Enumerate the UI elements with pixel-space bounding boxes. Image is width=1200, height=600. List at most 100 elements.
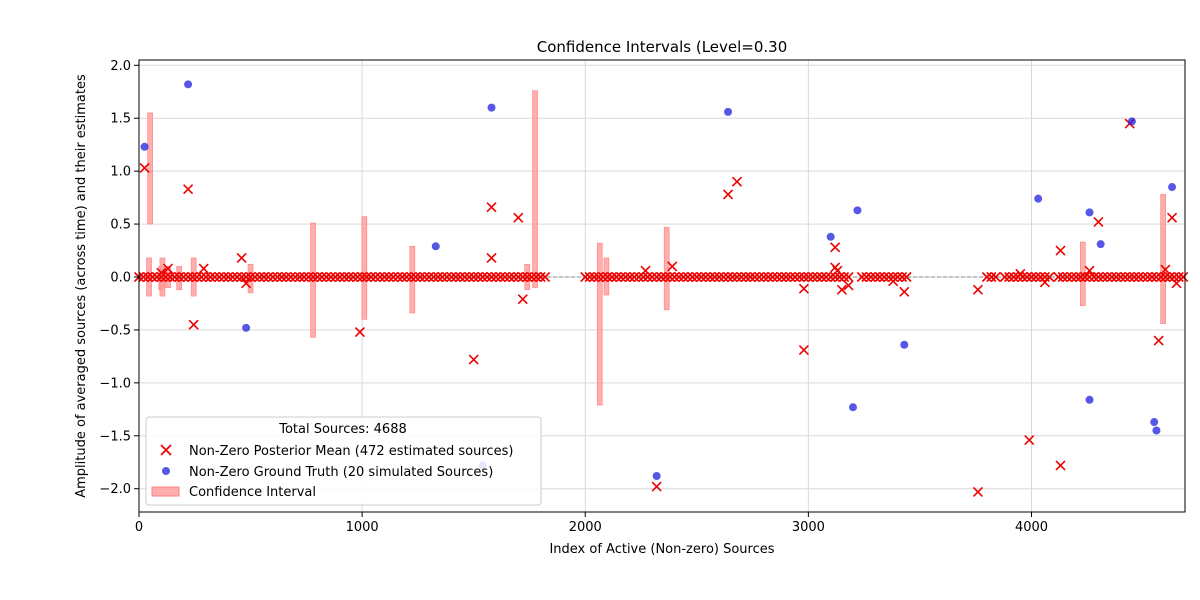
posterior-mean-point — [1062, 271, 1073, 283]
posterior-mean-point — [1151, 271, 1162, 283]
posterior-mean-point — [191, 271, 203, 283]
ground-truth-point — [1168, 183, 1177, 192]
ground-truth-point — [652, 472, 661, 481]
posterior-mean-point — [325, 271, 336, 283]
posterior-mean-point — [678, 271, 689, 283]
x-axis-label: Index of Active (Non-zero) Sources — [549, 542, 774, 557]
x-tick-label: 3000 — [792, 520, 825, 535]
posterior-mean-point — [798, 283, 809, 294]
posterior-mean-point — [162, 263, 174, 274]
posterior-mean-point — [731, 271, 743, 283]
posterior-mean-point — [508, 271, 519, 283]
posterior-mean-point — [821, 271, 832, 283]
posterior-mean-point — [214, 271, 225, 283]
posterior-mean-point — [1102, 271, 1113, 283]
ground-truth-point — [848, 403, 857, 412]
y-tick-label: −2.0 — [99, 482, 131, 497]
posterior-mean-point — [1057, 271, 1068, 283]
posterior-mean-point — [651, 481, 662, 492]
y-tick-label: −0.5 — [99, 323, 131, 338]
posterior-mean-point — [455, 271, 466, 283]
posterior-mean-point — [1173, 271, 1184, 283]
posterior-mean-point — [209, 271, 220, 283]
posterior-mean-point — [392, 271, 403, 283]
posterior-mean-point — [241, 278, 252, 289]
posterior-mean-point — [312, 271, 323, 283]
posterior-mean-point — [870, 271, 881, 283]
posterior-mean-point — [589, 271, 600, 283]
posterior-mean-point — [218, 271, 229, 283]
ground-truth-point — [184, 80, 193, 89]
posterior-mean-point — [673, 271, 685, 283]
x-tick-label: 4000 — [1015, 520, 1048, 535]
posterior-mean-point — [1093, 216, 1104, 228]
posterior-mean-point — [1129, 271, 1140, 283]
ground-truth-point — [1150, 418, 1159, 427]
ground-truth-point — [853, 206, 862, 215]
posterior-mean-point — [990, 271, 1001, 283]
posterior-mean-point — [1120, 271, 1131, 283]
y-tick-label: 2.0 — [110, 59, 131, 74]
posterior-mean-point — [981, 271, 992, 283]
confidence-interval-bar — [361, 216, 368, 320]
posterior-mean-point — [749, 271, 760, 283]
posterior-mean-point — [187, 271, 198, 283]
posterior-mean-point — [763, 271, 774, 283]
posterior-mean-point — [656, 271, 667, 283]
posterior-mean-point — [468, 354, 479, 365]
posterior-mean-point — [843, 271, 854, 283]
posterior-mean-point — [281, 271, 292, 283]
posterior-mean-point — [593, 271, 604, 283]
posterior-mean-point — [165, 271, 176, 283]
posterior-mean-point — [142, 271, 153, 283]
posterior-mean-point — [178, 271, 189, 283]
posterior-mean-point — [1093, 271, 1104, 283]
posterior-mean-point — [1053, 271, 1064, 283]
posterior-mean-point — [1169, 271, 1180, 283]
posterior-mean-point — [379, 271, 390, 283]
posterior-mean-point — [972, 284, 984, 295]
posterior-mean-point — [352, 271, 363, 283]
ground-truth-point — [1152, 426, 1161, 435]
posterior-mean-point — [540, 271, 551, 283]
posterior-mean-point — [307, 271, 319, 283]
x-tick-label: 1000 — [346, 520, 379, 535]
posterior-mean-point — [482, 271, 493, 283]
posterior-mean-point — [1153, 335, 1164, 346]
posterior-mean-point — [294, 271, 305, 283]
confidence-interval-bar — [147, 112, 153, 225]
posterior-mean-point — [620, 271, 631, 283]
legend-entry-estimate: Non-Zero Posterior Mean (472 estimated s… — [189, 444, 513, 459]
posterior-mean-point — [1160, 271, 1171, 283]
posterior-mean-point — [303, 271, 314, 283]
ground-truth-points — [140, 80, 1177, 481]
posterior-mean-point — [432, 271, 444, 283]
posterior-mean-point — [640, 265, 651, 276]
posterior-mean-point — [972, 486, 984, 497]
posterior-mean-point — [1026, 271, 1037, 283]
confidence-interval-bar — [596, 242, 603, 406]
ground-truth-point — [1085, 208, 1094, 217]
posterior-mean-point — [767, 271, 778, 283]
posterior-mean-point — [486, 271, 497, 283]
posterior-mean-point — [477, 271, 488, 283]
posterior-mean-point — [642, 271, 653, 283]
posterior-mean-point — [205, 271, 216, 283]
posterior-mean-point — [816, 271, 827, 283]
posterior-mean-point — [789, 271, 801, 283]
posterior-mean-point — [473, 271, 484, 283]
posterior-mean-point — [696, 271, 707, 283]
posterior-mean-point — [200, 271, 212, 283]
posterior-mean-point — [834, 271, 845, 283]
posterior-mean-point — [139, 162, 150, 174]
ground-truth-point — [140, 142, 149, 151]
posterior-mean-point — [1024, 434, 1035, 446]
posterior-mean-point — [495, 271, 506, 283]
posterior-mean-point — [772, 271, 783, 283]
posterior-mean-point — [354, 326, 365, 338]
posterior-mean-point — [638, 271, 649, 283]
posterior-mean-point — [1084, 265, 1095, 276]
posterior-mean-point — [1146, 271, 1158, 283]
posterior-mean-point — [897, 271, 908, 283]
posterior-mean-point — [584, 271, 595, 283]
